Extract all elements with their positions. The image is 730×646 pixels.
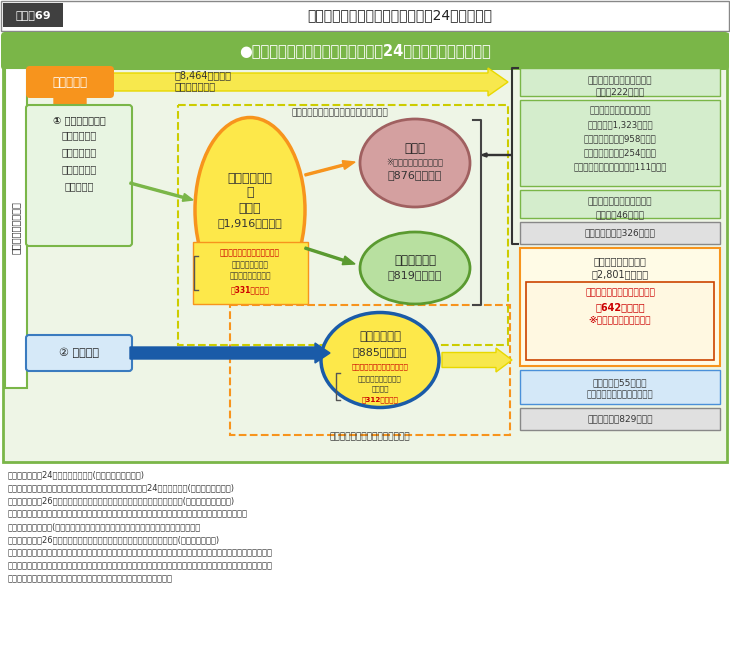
Text: 事業系廃棄物: 事業系廃棄物 bbox=[394, 253, 436, 267]
Text: 減量：222万トン: 減量：222万トン bbox=[596, 87, 645, 96]
FancyArrow shape bbox=[304, 161, 355, 176]
Text: ＋: ＋ bbox=[246, 187, 254, 200]
Text: 廃棄物処理法における食品廃棄物: 廃棄物処理法における食品廃棄物 bbox=[330, 432, 410, 441]
Bar bbox=[520, 100, 720, 186]
Text: （331万トン）: （331万トン） bbox=[231, 285, 269, 294]
Text: うち可食部分と考えられる量: うち可食部分と考えられる量 bbox=[585, 288, 655, 297]
Text: ●食品廃棄物等の利用状況等（平成24年度推計）〈概念図〉: ●食品廃棄物等の利用状況等（平成24年度推計）〈概念図〉 bbox=[239, 43, 491, 59]
FancyArrow shape bbox=[481, 153, 512, 157]
Text: 直接廃棄: 直接廃棄 bbox=[372, 385, 389, 391]
Text: 処理状況」(環境省）等を基に環境省廃棄物・リサイクル対策部において推計: 処理状況」(環境省）等を基に環境省廃棄物・リサイクル対策部において推計 bbox=[8, 522, 201, 531]
Ellipse shape bbox=[321, 313, 439, 408]
Text: 粗食料＋加工用: 粗食料＋加工用 bbox=[175, 81, 216, 91]
Text: 再生利用：1,323万トン: 再生利用：1,323万トン bbox=[587, 120, 653, 129]
Text: ・食品小売業: ・食品小売業 bbox=[61, 164, 96, 174]
Text: （885万トン）: （885万トン） bbox=[353, 347, 407, 357]
Text: 焼却・埋立：829万トン: 焼却・埋立：829万トン bbox=[587, 415, 653, 424]
Text: 図表－69: 図表－69 bbox=[15, 10, 51, 20]
Text: 規格外品、返品、: 規格外品、返品、 bbox=[231, 260, 269, 269]
FancyBboxPatch shape bbox=[26, 105, 132, 246]
Text: うちエネルギー化等向け：111万トン: うちエネルギー化等向け：111万トン bbox=[573, 162, 666, 171]
Text: ※大豆ミール、ふすま等: ※大豆ミール、ふすま等 bbox=[386, 158, 444, 167]
Text: 売れ残り、食べ残し: 売れ残り、食べ残し bbox=[229, 271, 271, 280]
FancyBboxPatch shape bbox=[26, 66, 114, 98]
Bar bbox=[520, 190, 720, 218]
Text: 有価物: 有価物 bbox=[404, 141, 426, 154]
Text: ・食品製造業: ・食品製造業 bbox=[61, 130, 96, 140]
Text: ※いわゆる「食品ロス」: ※いわゆる「食品ロス」 bbox=[589, 316, 651, 325]
Bar bbox=[520, 370, 720, 404]
FancyArrow shape bbox=[108, 68, 508, 96]
Bar bbox=[520, 222, 720, 244]
Text: 事業系廃棄物: 事業系廃棄物 bbox=[228, 171, 272, 185]
Text: 注：　・事業系廃棄物の「食品リサイクル法における再生利用」のうち「エネルギー化等」とは、食品リサイクル法で: 注： ・事業系廃棄物の「食品リサイクル法における再生利用」のうち「エネルギー化等… bbox=[8, 548, 273, 557]
Text: 食べ残し、過剰除去、: 食べ残し、過剰除去、 bbox=[358, 375, 402, 382]
Text: 食品リサイクル法における: 食品リサイクル法における bbox=[589, 106, 650, 115]
Text: ・「平成26年度食品産業リサイクル状況等調査委託事業実績報告書」(農林水産省委託事業): ・「平成26年度食品産業リサイクル状況等調査委託事業実績報告書」(農林水産省委託… bbox=[8, 496, 235, 505]
Text: ・食品卸売業: ・食品卸売業 bbox=[61, 147, 96, 157]
Text: （2,801万トン）: （2,801万トン） bbox=[591, 269, 648, 279]
Bar bbox=[230, 305, 510, 435]
Text: （819万トン）: （819万トン） bbox=[388, 270, 442, 280]
Bar bbox=[1, 1, 729, 31]
Bar bbox=[3, 3, 63, 27]
Text: ② 一般家庭: ② 一般家庭 bbox=[59, 348, 99, 358]
Text: 家庭系廃棄物: 家庭系廃棄物 bbox=[359, 331, 401, 344]
FancyBboxPatch shape bbox=[1, 32, 729, 70]
Text: 有価物: 有価物 bbox=[239, 202, 261, 214]
FancyArrow shape bbox=[45, 96, 95, 216]
Text: ・ラウンドの関係により合計と内訳の計が一致しないことがある。: ・ラウンドの関係により合計と内訳の計が一致しないことがある。 bbox=[8, 574, 173, 583]
Text: 食品資源の利用主体: 食品資源の利用主体 bbox=[11, 202, 21, 255]
Text: うち可食部分と考えられる量: うち可食部分と考えられる量 bbox=[220, 248, 280, 257]
Bar bbox=[526, 282, 714, 360]
FancyArrow shape bbox=[442, 348, 512, 372]
Text: 資料：・「平成24年度食料需給表」(農林水産省大臣官房): 資料：・「平成24年度食料需給表」(農林水産省大臣官房) bbox=[8, 470, 145, 479]
Bar bbox=[178, 105, 508, 345]
Text: ・「食品廃棄物等の発生量及び再生利用等の内訳（平成24年度実績）」(農林水産省統計部): ・「食品廃棄物等の発生量及び再生利用等の内訳（平成24年度実績）」(農林水産省統… bbox=[8, 483, 235, 492]
Ellipse shape bbox=[360, 232, 470, 304]
Text: 再生利用：55万トン: 再生利用：55万トン bbox=[593, 378, 648, 387]
Text: （876万トン）: （876万トン） bbox=[388, 170, 442, 180]
Bar bbox=[3, 34, 727, 462]
Text: 食品リサイクル法における: 食品リサイクル法における bbox=[588, 197, 652, 206]
Text: うち可食部分と考えられる量: うち可食部分と考えられる量 bbox=[352, 363, 409, 370]
FancyArrow shape bbox=[304, 247, 355, 265]
Text: ・「平成26年度食品循環資源に関する実施状況調査等業務報告書」(環境省請負調査): ・「平成26年度食品循環資源に関する実施状況調査等業務報告書」(環境省請負調査) bbox=[8, 535, 220, 544]
Text: ・外食産業: ・外食産業 bbox=[64, 181, 93, 191]
Ellipse shape bbox=[195, 118, 305, 302]
Bar bbox=[5, 68, 27, 388]
Text: （642万トン）: （642万トン） bbox=[595, 302, 645, 312]
Text: 焼却・埋立等：326万トン: 焼却・埋立等：326万トン bbox=[585, 229, 656, 238]
Text: 食品リサイクル法における: 食品リサイクル法における bbox=[588, 76, 652, 85]
Text: （1,916万トン）: （1,916万トン） bbox=[218, 218, 283, 228]
Text: うち飼料化向け：958万トン: うち飼料化向け：958万トン bbox=[583, 134, 656, 143]
Text: 食用仕向量: 食用仕向量 bbox=[53, 76, 88, 89]
Bar bbox=[520, 408, 720, 430]
Text: （8,464万トン）: （8,464万トン） bbox=[175, 70, 232, 80]
Bar bbox=[520, 248, 720, 366]
FancyArrow shape bbox=[130, 182, 193, 202]
Ellipse shape bbox=[360, 119, 470, 207]
FancyArrow shape bbox=[130, 343, 330, 363]
Text: 定めるメタン、エタノール、炭化の過程を経て製造される燃料及び還元剤、油脂及び油脂製品の製造である。: 定めるメタン、エタノール、炭化の過程を経て製造される燃料及び還元剤、油脂及び油脂… bbox=[8, 561, 273, 570]
Text: 食品廃棄物等の利用状況等（平成24年度推計）: 食品廃棄物等の利用状況等（平成24年度推計） bbox=[307, 8, 493, 22]
Text: 食品リサイクル法における食品廃棄物等: 食品リサイクル法における食品廃棄物等 bbox=[291, 108, 388, 117]
Bar bbox=[520, 68, 720, 96]
Text: うち肥料化向け：254万トン: うち肥料化向け：254万トン bbox=[583, 148, 656, 157]
FancyBboxPatch shape bbox=[26, 335, 132, 371]
Text: （312万トン）: （312万トン） bbox=[361, 396, 399, 402]
Text: ① 食品関連事業者: ① 食品関連事業者 bbox=[53, 115, 105, 125]
Text: 熱回収：46万トン: 熱回収：46万トン bbox=[596, 210, 645, 219]
Text: （肥料化・メタン化等向け）: （肥料化・メタン化等向け） bbox=[587, 390, 653, 399]
Text: ・事業系廃棄物及び家庭系廃棄物の量は、「一般廃棄物の排出及び処理状況、産業廃棄物の排出及び: ・事業系廃棄物及び家庭系廃棄物の量は、「一般廃棄物の排出及び処理状況、産業廃棄物… bbox=[8, 509, 248, 518]
Bar bbox=[193, 242, 308, 304]
Text: 食品由来の廃棄物等: 食品由来の廃棄物等 bbox=[593, 256, 647, 266]
